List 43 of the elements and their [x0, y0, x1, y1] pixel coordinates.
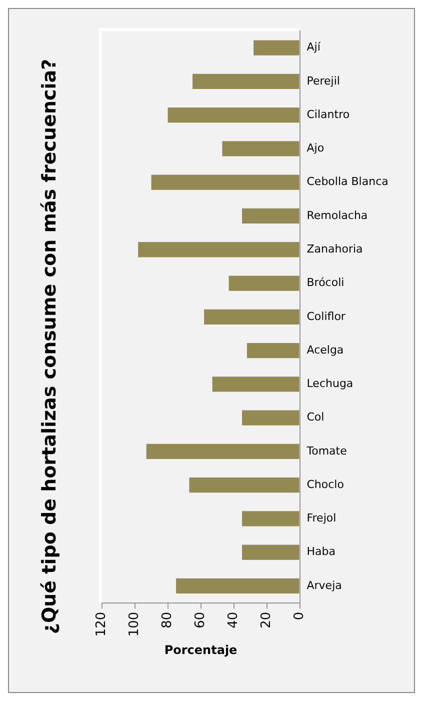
bar: [176, 578, 300, 594]
text: ¿Qué tipo de hortalizas consume con más frecuencia?: [38, 58, 60, 634]
bar: [138, 242, 300, 258]
bar: [222, 141, 300, 156]
y-tick-label: Lechuga: [306, 377, 354, 390]
bar: [204, 309, 300, 324]
bar: [254, 40, 300, 56]
y-tick-label: Choclo: [306, 478, 344, 491]
y-tick-label: Cebolla Blanca: [306, 175, 388, 188]
y-tick-label: Zanahoria: [306, 242, 363, 256]
y-tick-label: Cilantro: [306, 108, 350, 121]
x-tick-label: 100: [127, 612, 142, 637]
bar: [168, 108, 300, 123]
y-tick-label: Remolacha: [306, 208, 368, 222]
bar: [228, 276, 300, 291]
y-tick-label: Frejol: [306, 512, 336, 525]
y-tick-label: Brócoli: [306, 276, 344, 290]
x-axis-title: Porcentaje: [164, 642, 238, 657]
x-tick-label: 0: [292, 612, 308, 620]
bar: [246, 342, 300, 358]
x-tick-label: 80: [160, 612, 176, 628]
y-tick-label: Haba: [306, 545, 336, 558]
bar: [212, 376, 300, 392]
bar: [242, 208, 300, 224]
x-tick-label: 120: [94, 612, 110, 637]
bar: [242, 410, 300, 426]
y-tick-label: Arveja: [306, 578, 342, 592]
bar: [146, 444, 300, 459]
x-tick-label: 40: [226, 612, 242, 628]
bar: [242, 544, 300, 560]
y-tick-label: Coliflor: [306, 310, 346, 323]
bar: [151, 174, 300, 190]
y-tick-label: Ají: [306, 40, 322, 54]
y-tick-label: Ajo: [306, 142, 324, 155]
y-tick-label: Col: [306, 410, 324, 424]
x-tick-label: 20: [259, 612, 274, 628]
y-tick-label: Tomate: [306, 444, 348, 458]
bar: [242, 511, 300, 526]
bar: [189, 478, 300, 493]
y-tick-label: Perejil: [306, 74, 340, 88]
x-tick-label: 60: [193, 612, 208, 628]
bar: [192, 74, 300, 90]
y-tick-label: Acelga: [306, 343, 344, 356]
